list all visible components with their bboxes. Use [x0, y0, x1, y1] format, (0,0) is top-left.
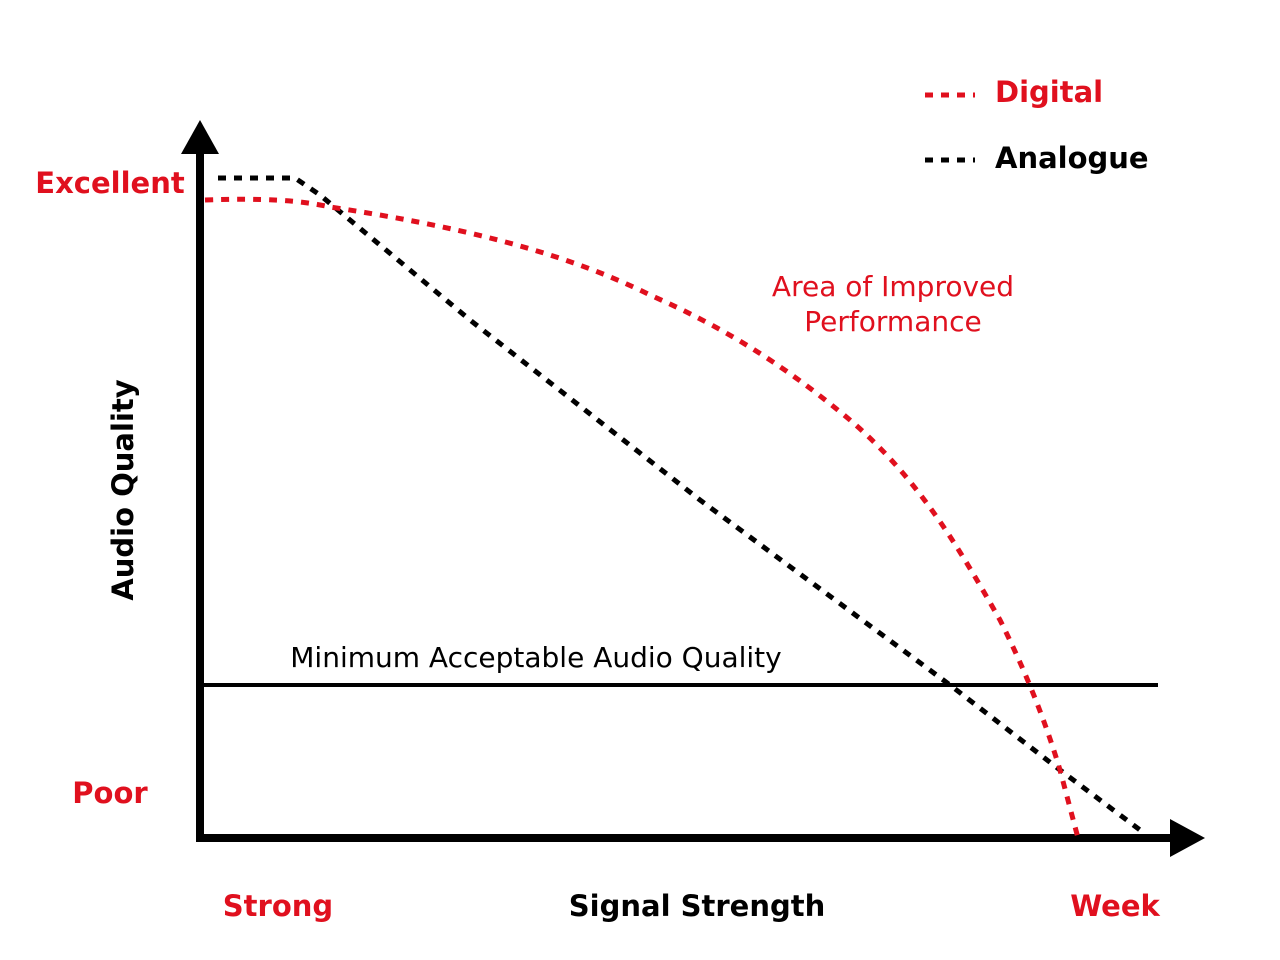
x-axis-label: Signal Strength [569, 889, 825, 923]
legend-label: Digital [995, 75, 1103, 109]
threshold-label: Minimum Acceptable Audio Quality [290, 641, 781, 674]
y-top-label: Excellent [35, 166, 185, 200]
x-right-label: Week [1070, 889, 1160, 923]
y-bottom-label: Poor [72, 776, 148, 810]
x-arrow [1170, 819, 1205, 857]
analogue-curve [218, 175, 1142, 832]
y-arrow [181, 120, 219, 154]
area-label: Performance [804, 305, 981, 338]
y-axis-label: Audio Quality [106, 379, 140, 600]
area-label: Area of Improved [772, 270, 1014, 303]
legend-label: Analogue [995, 141, 1149, 175]
x-left-label: Strong [223, 889, 333, 923]
